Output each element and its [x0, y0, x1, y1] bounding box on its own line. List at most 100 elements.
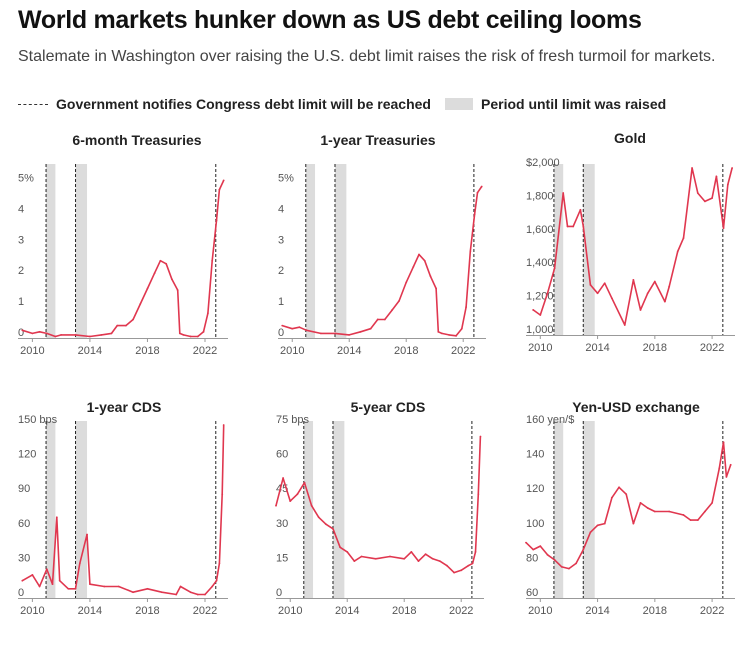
data-point [553, 559, 556, 561]
y-tick-label: 5% [278, 172, 294, 184]
data-point [479, 435, 482, 438]
data-point [715, 175, 718, 178]
band-swatch [445, 98, 473, 110]
series-line [22, 180, 225, 338]
data-point [189, 591, 192, 594]
y-tick-label: 5% [18, 172, 34, 184]
panel-title: 5-year CDS [351, 399, 426, 415]
data-point [159, 259, 162, 262]
data-point [334, 332, 336, 335]
panel-4: 1-year CDS 0 30 60 90 120 150 bps 2010 2014 2018 2… [18, 399, 228, 617]
data-point [21, 579, 24, 582]
data-point [711, 197, 713, 199]
data-point [324, 523, 327, 526]
data-point [469, 250, 472, 253]
data-point [58, 579, 61, 582]
y-tick-label: 150 bps [18, 414, 58, 426]
data-point [218, 188, 221, 191]
data-point [369, 327, 372, 330]
data-point [729, 463, 732, 466]
data-point [165, 262, 168, 265]
data-point [582, 225, 585, 228]
raised-period-band [305, 164, 316, 338]
data-point [310, 504, 313, 507]
data-point [539, 545, 542, 547]
data-point [348, 334, 351, 336]
y-tick-label: 0 [18, 587, 24, 599]
y-tick-label: 1,200 [526, 291, 554, 303]
data-point [596, 524, 599, 527]
data-point [596, 292, 599, 295]
data-point [124, 324, 127, 327]
data-point [179, 585, 182, 588]
data-point [562, 192, 565, 194]
x-tick-label: 2022 [700, 605, 724, 617]
data-point [218, 562, 221, 565]
data-point [711, 501, 713, 504]
data-point [202, 330, 205, 333]
data-point [132, 318, 134, 321]
data-point [376, 318, 379, 321]
data-point [67, 587, 70, 590]
y-tick-label: 160 yen/$ [526, 414, 574, 426]
data-point [103, 585, 106, 588]
raised-period-band [46, 164, 56, 338]
data-point [60, 334, 63, 336]
data-point [405, 281, 408, 284]
data-point [146, 587, 149, 590]
x-tick-label: 2022 [700, 342, 724, 354]
data-point [303, 481, 306, 484]
data-point [532, 548, 535, 551]
data-point [532, 309, 535, 311]
y-tick-label: 0 [278, 327, 284, 339]
panel-1: 6-month Treasuries 0 1 2 3 4 5% 2010 2014 2018 202… [18, 132, 228, 357]
data-point [653, 510, 656, 513]
y-tick-label: 0 [18, 327, 24, 339]
x-tick-label: 2014 [585, 605, 609, 617]
data-point [579, 208, 582, 211]
data-point [281, 324, 284, 327]
data-point [618, 486, 620, 489]
data-point [100, 334, 103, 336]
x-tick-label: 2010 [278, 605, 302, 617]
x-tick-label: 2022 [193, 345, 217, 357]
y-tick-label: 60 [18, 518, 30, 530]
x-tick-label: 2014 [78, 345, 102, 357]
raised-period-band [553, 164, 564, 335]
legend-item-period: Period until limit was raised [445, 96, 666, 112]
data-point [410, 550, 413, 553]
x-tick-label: 2010 [528, 342, 552, 354]
y-tick-label: 2 [18, 265, 24, 277]
data-point [360, 555, 363, 558]
data-point [696, 192, 699, 194]
data-point [455, 334, 457, 337]
data-point [211, 585, 214, 588]
data-point [196, 593, 199, 596]
x-tick-label: 2014 [335, 605, 359, 617]
y-tick-label: 4 [18, 203, 24, 215]
panel-6: Yen-USD exchange 60 80 100 120 140 160 yen/$ 20… [525, 399, 735, 617]
data-point [575, 562, 578, 565]
data-point [339, 546, 342, 549]
x-tick-label: 2018 [392, 605, 416, 617]
dashed-line-swatch [18, 103, 48, 105]
data-point [623, 324, 626, 326]
y-tick-label: 1,400 [526, 257, 554, 269]
data-point [206, 312, 209, 315]
data-point [566, 225, 569, 228]
data-point [731, 167, 734, 169]
x-tick-label: 2018 [394, 345, 418, 357]
raised-period-band [75, 164, 88, 338]
data-point [646, 507, 649, 509]
data-point [160, 591, 163, 594]
data-point [332, 527, 334, 530]
panel-title: 1-year CDS [87, 399, 162, 415]
data-point [689, 519, 692, 522]
data-point [632, 278, 635, 281]
x-tick-label: 2014 [337, 345, 361, 357]
data-point [412, 266, 415, 268]
data-point [38, 585, 41, 588]
data-point [460, 569, 463, 572]
data-point [132, 591, 134, 594]
data-point [175, 593, 178, 596]
